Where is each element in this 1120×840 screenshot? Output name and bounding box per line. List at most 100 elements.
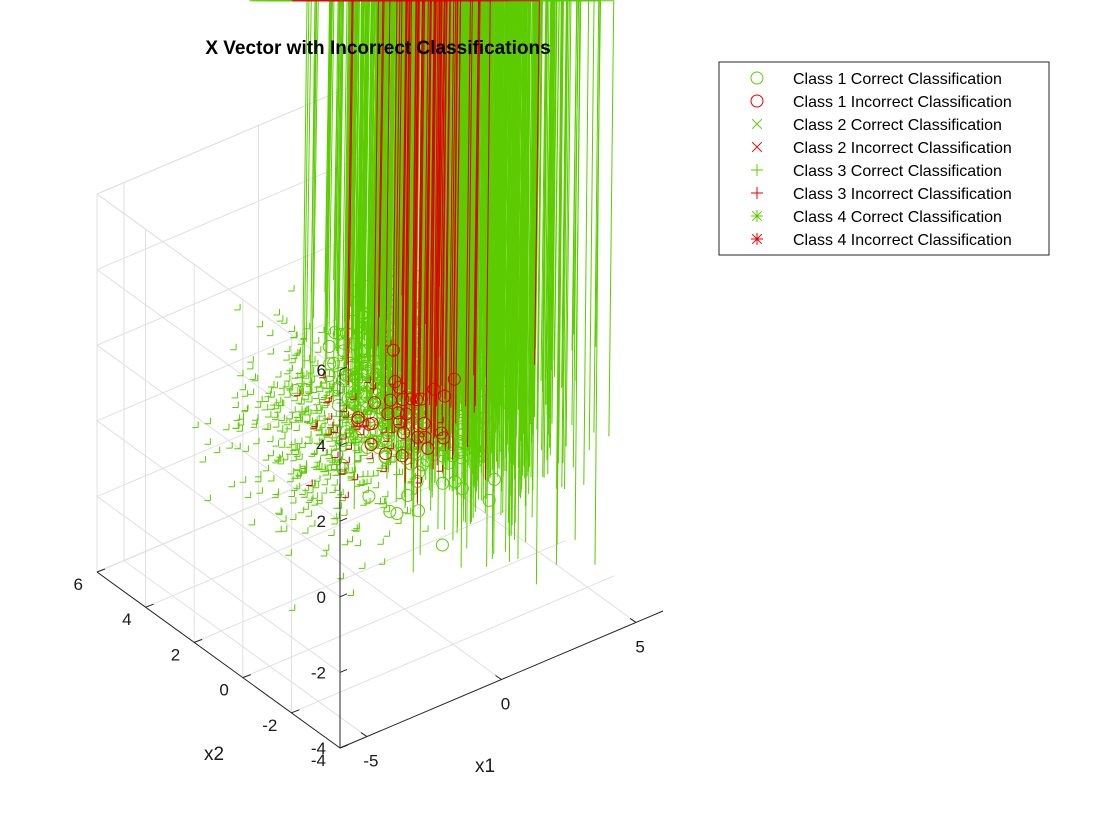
- point-class-3-correct-classification: [323, 370, 330, 377]
- point-class-3-correct-classification: [267, 348, 274, 355]
- point-class-3-incorrect-classification: [345, 443, 352, 450]
- point-class-3-correct-classification: [383, 530, 391, 537]
- point-class-3-correct-classification: [271, 411, 278, 418]
- point-class-3-incorrect-classification: [294, 389, 301, 397]
- point-class-3-correct-classification: [351, 524, 358, 531]
- point-class-3-correct-classification: [244, 491, 252, 499]
- point-class-3-incorrect-classification: [351, 420, 358, 428]
- point-class-3-correct-classification: [272, 413, 279, 421]
- point-class-3-correct-classification: [275, 371, 282, 378]
- point-class-3-incorrect-classification: [343, 456, 350, 464]
- point-class-3-incorrect-classification: [395, 418, 402, 426]
- point-class-3-correct-classification: [396, 492, 403, 499]
- point-class-3-correct-classification: [300, 467, 307, 474]
- point-class-1-correct-classification: [356, 353, 370, 367]
- point-class-3-correct-classification: [346, 391, 353, 399]
- point-class-3-correct-classification: [365, 408, 372, 416]
- point-class-3-correct-classification: [294, 414, 301, 422]
- legend-label: Class 3 Correct Classification: [793, 163, 1002, 180]
- point-class-3-correct-classification: [265, 387, 272, 394]
- point-class-3-correct-classification: [272, 440, 279, 447]
- point-class-3-correct-classification: [361, 478, 368, 486]
- point-class-3-correct-classification: [232, 401, 239, 408]
- point-class-3-correct-classification: [372, 481, 380, 489]
- point-class-1-correct-classification: [436, 476, 450, 490]
- point-class-3-correct-classification: [284, 391, 291, 398]
- point-class-3-correct-classification: [352, 444, 359, 452]
- point-class-3-correct-classification: [295, 397, 303, 404]
- point-class-3-correct-classification: [324, 427, 331, 435]
- point-class-1-incorrect-classification: [396, 393, 410, 406]
- point-class-3-incorrect-classification: [415, 477, 422, 484]
- point-class-3-correct-classification: [347, 589, 354, 596]
- legend-marker: [751, 233, 763, 245]
- point-class-3-correct-classification: [316, 438, 323, 445]
- point-class-3-correct-classification: [320, 465, 327, 473]
- point-class-3-correct-classification: [226, 442, 233, 449]
- point-class-3-correct-classification: [253, 437, 260, 445]
- point-class-3-correct-classification: [251, 418, 258, 425]
- point-class-1-incorrect-classification: [397, 426, 410, 440]
- point-class-3-correct-classification: [410, 488, 417, 495]
- point-class-3-correct-classification: [319, 414, 326, 422]
- point-class-1-incorrect-classification: [391, 406, 405, 420]
- point-class-3-correct-classification: [213, 446, 221, 454]
- point-class-3-correct-classification: [335, 502, 343, 509]
- point-class-3-incorrect-classification: [323, 396, 330, 404]
- point-class-3-correct-classification: [309, 356, 316, 363]
- point-class-3-correct-classification: [271, 381, 278, 389]
- point-class-3-correct-classification: [351, 433, 359, 440]
- point-class-3-correct-classification: [305, 496, 313, 503]
- point-class-3-correct-classification: [262, 423, 269, 430]
- x-tick: [495, 675, 502, 680]
- point-class-1-correct-classification: [390, 507, 404, 520]
- z-tick-label: -2: [311, 663, 326, 682]
- point-class-3-correct-classification: [264, 411, 272, 418]
- point-class-3-correct-classification: [256, 320, 263, 328]
- point-class-3-incorrect-classification: [392, 349, 399, 356]
- point-class-3-correct-classification: [320, 382, 328, 389]
- point-class-3-incorrect-classification: [310, 422, 317, 430]
- point-class-3-correct-classification: [397, 441, 404, 449]
- point-class-3-correct-classification: [314, 456, 321, 463]
- point-class-3-correct-classification: [302, 393, 309, 401]
- y-tick-label: -4: [311, 751, 326, 770]
- legend-entry: Class 1 Correct Classification: [750, 71, 1002, 88]
- legend-entry: Class 3 Incorrect Classification: [751, 186, 1012, 203]
- legend-marker: [751, 210, 763, 222]
- point-class-3-correct-classification: [237, 413, 244, 420]
- y-tick: [242, 674, 251, 679]
- point-class-3-correct-classification: [341, 413, 348, 420]
- point-class-3-correct-classification: [268, 381, 275, 388]
- point-class-1-correct-classification: [412, 504, 425, 518]
- point-class-3-correct-classification: [313, 398, 320, 406]
- point-class-1-incorrect-classification: [438, 389, 451, 403]
- point-class-3-correct-classification: [239, 476, 247, 483]
- point-class-3-correct-classification: [281, 453, 289, 461]
- point-class-3-correct-classification: [378, 558, 386, 565]
- point-class-3-correct-classification: [192, 421, 199, 429]
- point-class-3-correct-classification: [320, 449, 327, 456]
- point-class-3-correct-classification: [223, 423, 230, 431]
- point-class-3-correct-classification: [228, 480, 235, 488]
- point-class-3-correct-classification: [294, 450, 301, 458]
- point-class-3-correct-classification: [325, 386, 332, 393]
- point-class-3-correct-classification: [199, 456, 206, 463]
- y-tick: [194, 638, 203, 643]
- point-class-3-correct-classification: [276, 508, 283, 516]
- point-class-3-correct-classification: [290, 454, 297, 462]
- point-class-3-correct-classification: [364, 497, 371, 505]
- point-class-3-correct-classification: [395, 517, 402, 524]
- point-class-3-correct-classification: [303, 416, 311, 424]
- point-class-3-correct-classification: [274, 455, 282, 462]
- legend-label: Class 3 Incorrect Classification: [793, 186, 1012, 203]
- point-class-3-correct-classification: [288, 325, 295, 332]
- point-class-3-correct-classification: [310, 447, 318, 455]
- point-class-3-incorrect-classification: [364, 376, 371, 383]
- point-class-3-correct-classification: [376, 416, 383, 423]
- z-tick: [339, 517, 348, 522]
- point-class-3-correct-classification: [289, 438, 296, 446]
- y-tick-label: 0: [219, 681, 228, 700]
- point-class-3-correct-classification: [313, 460, 321, 467]
- point-class-3-correct-classification: [379, 419, 386, 427]
